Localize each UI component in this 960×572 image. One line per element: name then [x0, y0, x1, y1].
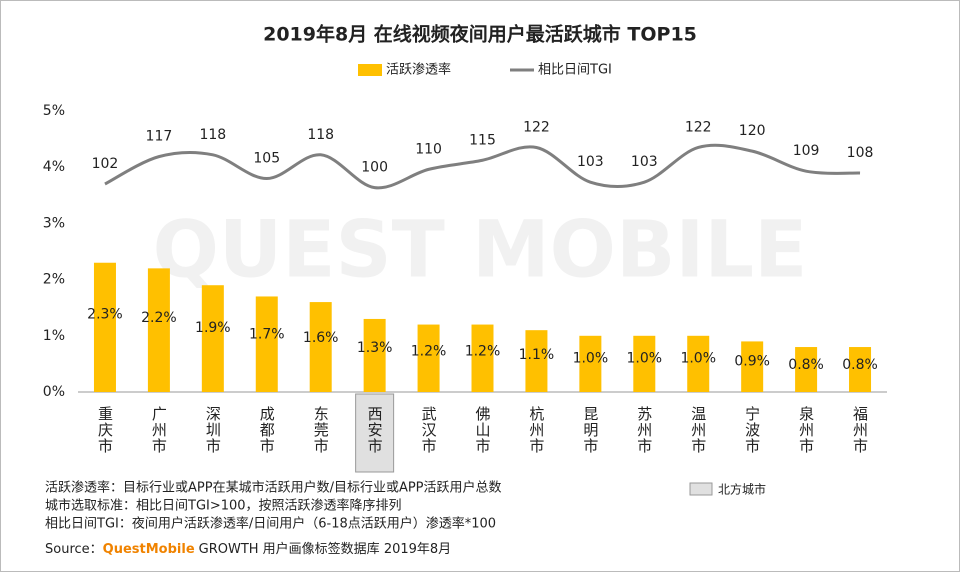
bar: [471, 324, 494, 392]
bar-value-label: 1.0%: [573, 350, 609, 366]
x-tick-label: 重庆市: [96, 406, 114, 454]
watermark: QUEST MOBILE: [153, 205, 808, 295]
legend-label: 活跃渗透率: [386, 62, 451, 78]
x-tick-label: 成都市: [258, 406, 276, 454]
y-tick-label: 0%: [43, 384, 65, 400]
bar: [849, 347, 872, 392]
bar: [147, 268, 170, 392]
line-value-label: 100: [361, 160, 388, 176]
line-value-label: 103: [577, 154, 604, 170]
source-prefix: Source：: [45, 542, 103, 557]
source-text: GROWTH 用户画像标签数据库 2019年8月: [199, 541, 452, 557]
bar-value-label: 2.3%: [87, 306, 123, 322]
line-value-label: 110: [415, 141, 442, 157]
highlight-legend-swatch: [689, 482, 713, 496]
chart-title: 2019年8月 在线视频夜间用户最活跃城市 TOP15: [263, 23, 697, 46]
bar-value-label: 1.3%: [357, 340, 393, 356]
line-value-label: 102: [92, 156, 119, 172]
y-tick-label: 3%: [43, 215, 65, 231]
x-tick-label: 西安市: [366, 406, 384, 454]
bar-value-label: 1.2%: [411, 344, 447, 360]
x-tick-label: 深圳市: [204, 406, 222, 454]
line-value-label: 117: [146, 129, 173, 145]
bar-value-label: 1.0%: [627, 350, 663, 366]
x-tick-label: 东莞市: [312, 406, 330, 454]
bar: [309, 302, 332, 392]
bar-value-label: 1.9%: [195, 320, 231, 336]
line-value-label: 103: [631, 154, 658, 170]
note: 相比日间TGI：夜间用户活跃渗透率/日间用户（6-18点活跃用户）渗透率*100: [45, 516, 496, 532]
x-tick-label: 杭州市: [527, 406, 545, 454]
bar: [687, 335, 710, 392]
line-value-label: 109: [793, 143, 820, 159]
highlight-legend-label: 北方城市: [718, 482, 766, 497]
note: 城市选取标准：相比日间TGI>100，按照活跃渗透率降序排列: [45, 498, 402, 514]
bar-value-label: 0.9%: [734, 354, 770, 370]
x-tick-label: 昆明市: [581, 406, 599, 454]
bar: [255, 296, 278, 392]
legend-swatch: [358, 64, 382, 76]
bar: [201, 285, 224, 392]
bar-value-label: 0.8%: [788, 357, 824, 373]
source: Source：QuestMobile GROWTH 用户画像标签数据库 2019年…: [45, 541, 451, 557]
line: [104, 143, 861, 190]
note: 活跃渗透率：目标行业或APP在某城市活跃用户数/目标行业或APP活跃用户总数: [45, 480, 502, 496]
y-tick-label: 1%: [43, 328, 65, 344]
line-value-label: 120: [739, 123, 766, 139]
x-tick-label: 泉州市: [797, 406, 815, 454]
line-value-label: 122: [685, 119, 712, 135]
line-value-label: 115: [469, 132, 496, 148]
y-tick-label: 5%: [43, 103, 65, 119]
bar-value-label: 1.1%: [519, 347, 555, 363]
x-tick-label: 苏州市: [635, 406, 653, 454]
bar: [93, 262, 116, 392]
x-tick-label: 福州市: [851, 406, 869, 454]
y-tick-label: 4%: [43, 159, 65, 175]
highlight-box: [355, 393, 395, 473]
bar: [363, 318, 386, 392]
line-value-label: 108: [847, 145, 874, 161]
bar-value-label: 2.2%: [141, 310, 177, 326]
x-tick-label: 宁波市: [743, 406, 761, 454]
line-value-label: 122: [523, 119, 550, 135]
bar: [741, 341, 764, 392]
bar-value-label: 1.2%: [465, 344, 501, 360]
x-tick-label: 佛山市: [474, 406, 492, 454]
x-tick-label: 温州市: [689, 406, 707, 454]
bar: [579, 335, 602, 392]
line-value-label: 118: [307, 127, 334, 143]
line-value-label: 118: [199, 127, 226, 143]
bar-value-label: 1.0%: [680, 350, 716, 366]
x-tick-label: 广州市: [150, 406, 168, 454]
x-tick-label: 武汉市: [420, 406, 438, 454]
bar: [417, 324, 440, 392]
bar: [633, 335, 656, 392]
bar: [525, 330, 548, 392]
bar-value-label: 1.6%: [303, 330, 339, 346]
source-brand: QuestMobile: [103, 542, 195, 557]
legend-label: 相比日间TGI: [538, 63, 612, 78]
bar-value-label: 0.8%: [842, 357, 878, 373]
bar-value-label: 1.7%: [249, 327, 285, 343]
bar: [795, 347, 818, 392]
y-tick-label: 2%: [43, 272, 65, 288]
line-value-label: 105: [253, 151, 280, 167]
